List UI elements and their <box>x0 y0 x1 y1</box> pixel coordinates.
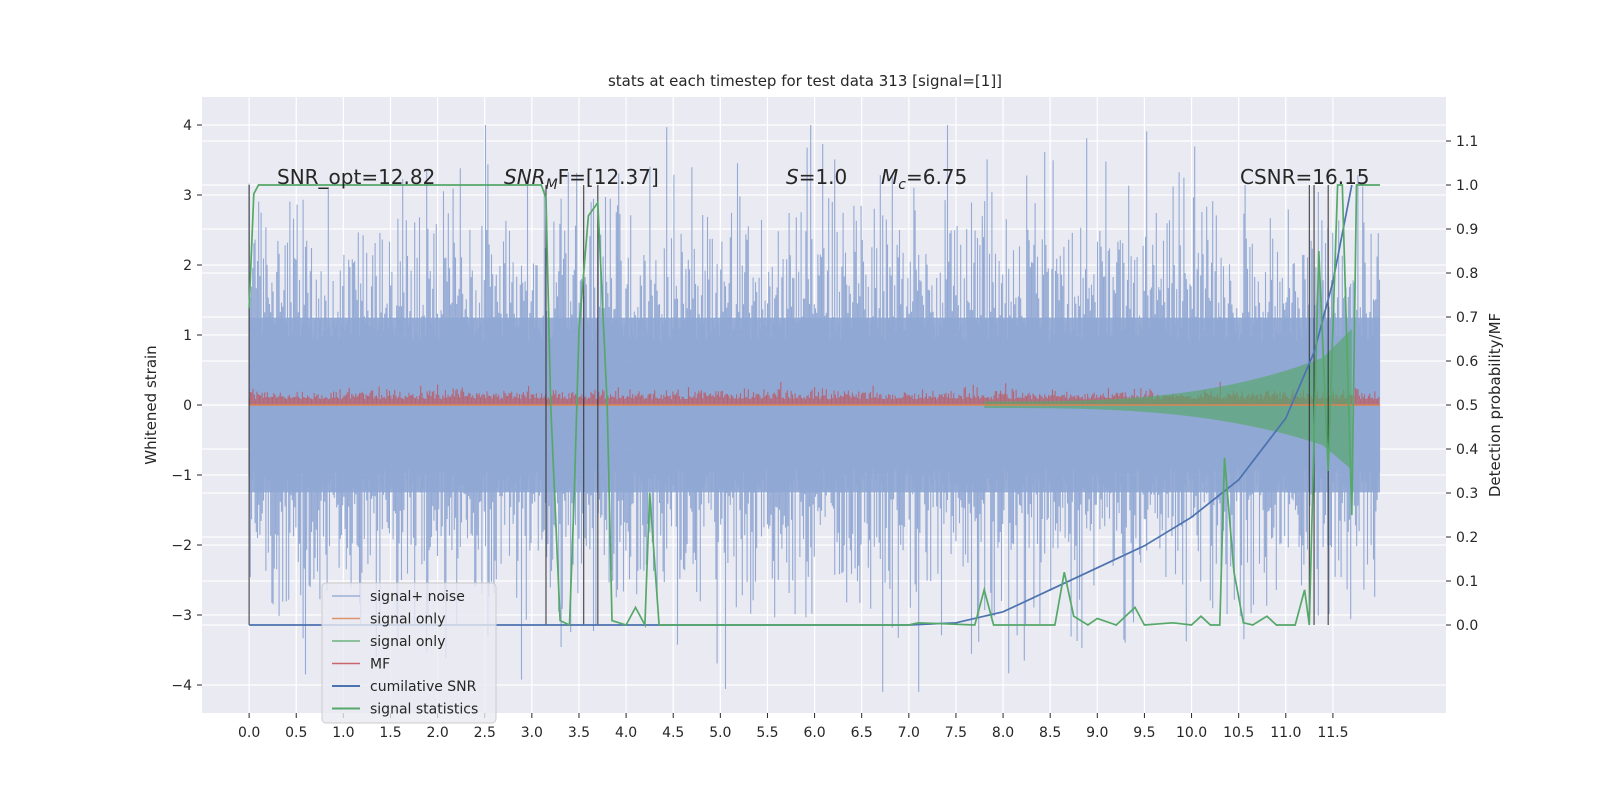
axes: 0.0 0.5 1.0 1.5 2.0 2.5 3.0 3.5 4.0 4.5 5.0 5.5 6.0 6… <box>171 118 1478 741</box>
y-tick-label-left: −4 <box>171 678 192 694</box>
y-tick-label-right: 0.2 <box>1456 530 1478 546</box>
y-tick-label-left: 2 <box>183 258 192 274</box>
y-tick-label-right: 0.0 <box>1456 618 1478 634</box>
legend-label: MF <box>370 657 390 673</box>
y-tick-label-left: 3 <box>183 188 192 204</box>
y-tick-label-left: 0 <box>183 398 192 414</box>
x-tick-label: 9.5 <box>1133 725 1155 741</box>
annotation: SNR_opt=12.82 <box>277 165 435 189</box>
series-signal-only-envelope <box>984 328 1352 470</box>
x-tick-label: 5.0 <box>709 725 731 741</box>
x-tick-label: 7.5 <box>945 725 967 741</box>
annotation: S=1.0 <box>786 165 847 189</box>
x-tick-label: 2.5 <box>474 725 496 741</box>
x-tick-label: 4.5 <box>662 725 684 741</box>
y-tick-label-right: 1.0 <box>1456 178 1478 194</box>
y-tick-label-left: 1 <box>183 328 192 344</box>
annotation: Mc=6.75 <box>881 165 967 193</box>
y-tick-label-right: 0.3 <box>1456 486 1478 502</box>
chart-title: stats at each timestep for test data 313… <box>608 72 1002 90</box>
line-series <box>248 184 1380 629</box>
legend-label: signal statistics <box>370 702 478 718</box>
x-tick-label: 6.5 <box>851 725 873 741</box>
y-tick-label-right: 0.8 <box>1456 266 1478 282</box>
x-tick-label: 6.0 <box>803 725 825 741</box>
x-tick-label: 8.0 <box>992 725 1014 741</box>
x-tick-label: 7.0 <box>898 725 920 741</box>
y-tick-label-right: 0.4 <box>1456 442 1478 458</box>
x-tick-label: 4.0 <box>615 725 637 741</box>
annotation: SNRMF=[12.37] <box>504 165 659 193</box>
y-tick-label-right: 1.1 <box>1456 134 1478 150</box>
signal-statistics-line <box>248 184 1380 629</box>
y-tick-label-right: 0.7 <box>1456 310 1478 326</box>
y-tick-label-right: 0.1 <box>1456 574 1478 590</box>
y-tick-label-left: 4 <box>183 118 192 134</box>
x-tick-label: 0.0 <box>238 725 260 741</box>
chirp-envelope <box>984 328 1352 470</box>
x-tick-label: 1.5 <box>379 725 401 741</box>
legend-label: signal only <box>370 634 445 650</box>
y-tick-label-left: −1 <box>171 468 192 484</box>
y-tick-label-left: −2 <box>171 538 192 554</box>
x-tick-label: 10.5 <box>1223 725 1254 741</box>
x-tick-label: 1.0 <box>332 725 354 741</box>
legend-box <box>321 582 497 724</box>
y-tick-label-right: 0.5 <box>1456 398 1478 414</box>
x-tick-label: 3.0 <box>521 725 543 741</box>
legend-label: signal only <box>370 612 445 628</box>
y-tick-label-left: −3 <box>171 608 192 624</box>
x-tick-label: 11.0 <box>1270 725 1301 741</box>
x-tick-label: 0.5 <box>285 725 307 741</box>
x-tick-label: 8.5 <box>1039 725 1061 741</box>
x-tick-label: 5.5 <box>756 725 778 741</box>
x-tick-label: 9.0 <box>1086 725 1108 741</box>
legend-label: signal+ noise <box>370 589 465 605</box>
x-tick-label: 10.0 <box>1176 725 1207 741</box>
y-tick-label-right: 0.9 <box>1456 222 1478 238</box>
cumulative-snr-line <box>249 184 1353 626</box>
y-axis-label-left: Whitened strain <box>142 345 160 464</box>
annotation: CSNR=16.15 <box>1240 165 1370 189</box>
x-tick-label: 11.5 <box>1317 725 1348 741</box>
legend-label: cumilative SNR <box>370 679 477 695</box>
x-tick-label: 2.0 <box>426 725 448 741</box>
annotations: SNR_opt=12.82 SNRMF=[12.37] S=1.0 Mc=6.75 CS… <box>277 165 1370 193</box>
y-axis-label-right: Detection probability/MF <box>1486 313 1504 497</box>
legend: signal+ noise signal only signal only MF cum… <box>321 582 497 724</box>
x-tick-label: 3.5 <box>568 725 590 741</box>
y-tick-label-right: 0.6 <box>1456 354 1478 370</box>
